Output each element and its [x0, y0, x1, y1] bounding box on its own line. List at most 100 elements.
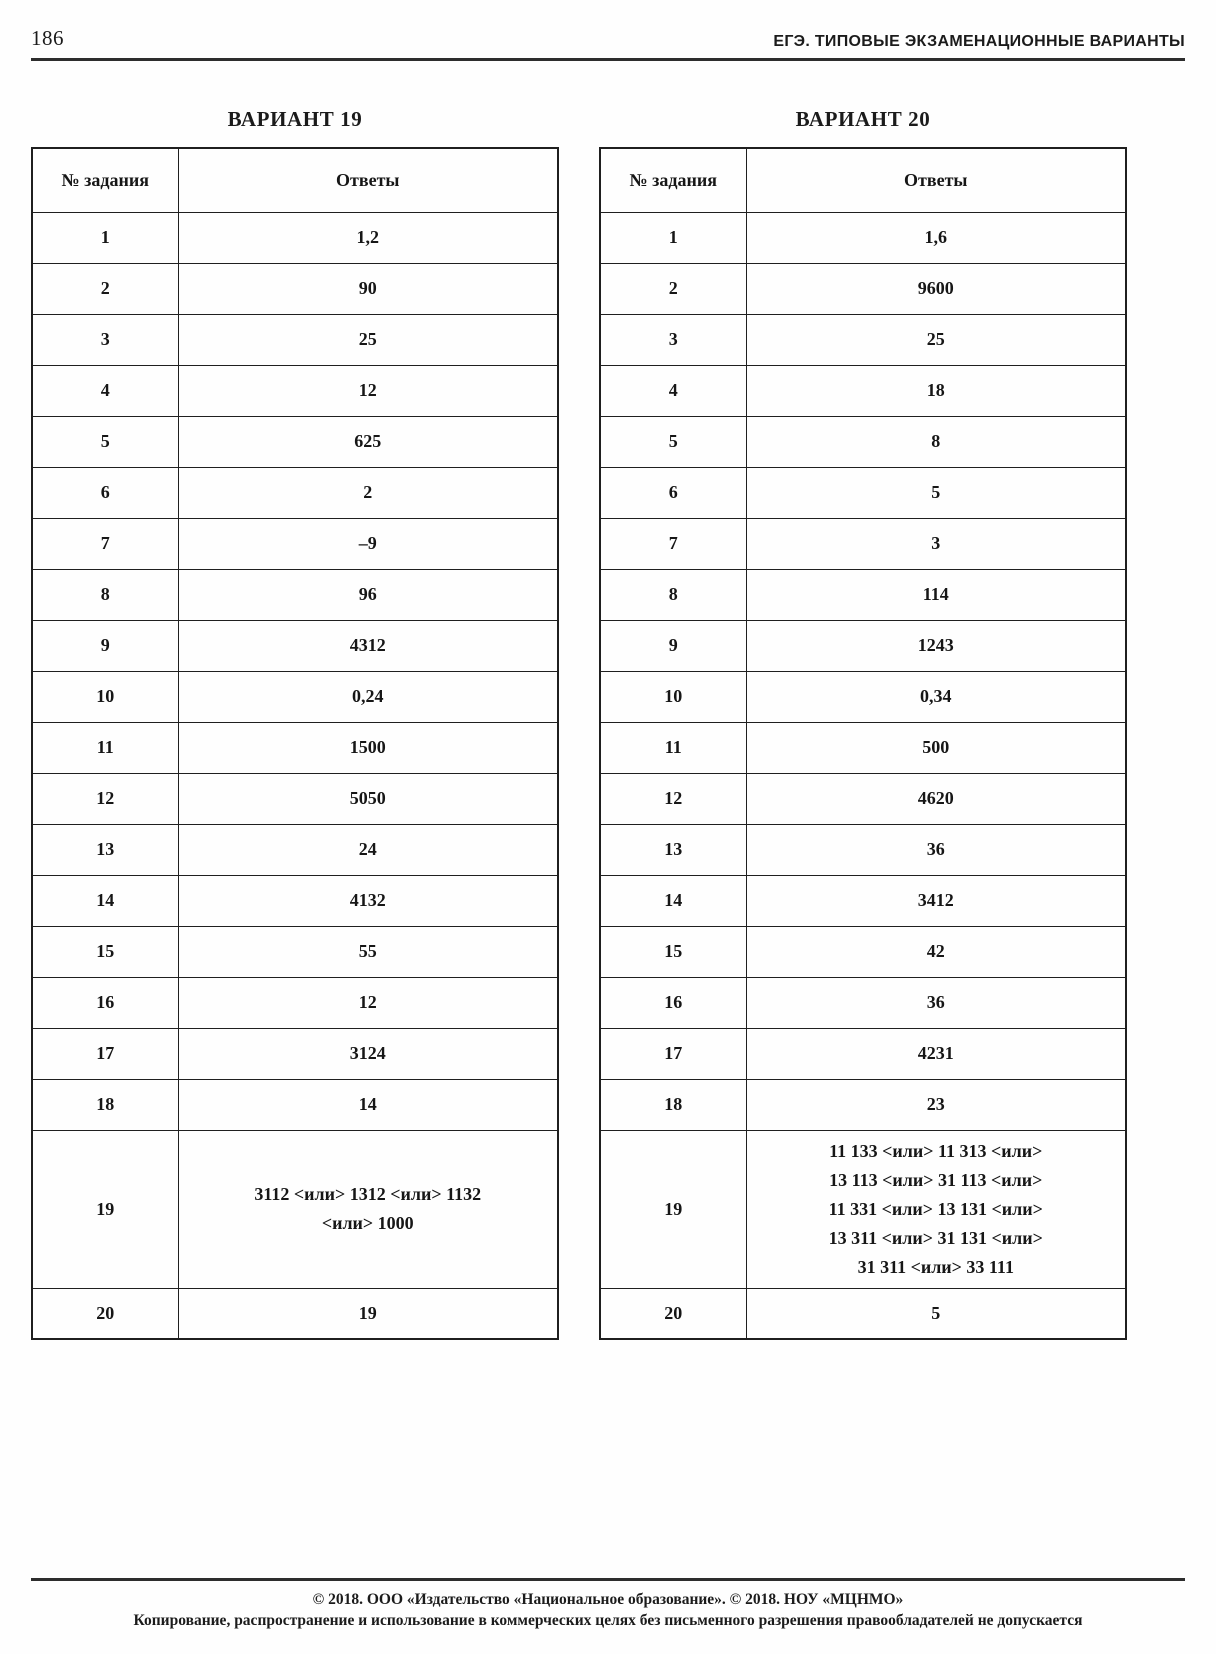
table-row: 19 3112 <или> 1312 <или> 1132 <или> 1000: [31, 1129, 559, 1289]
table-row: 4 18: [599, 364, 1127, 417]
answer-cell: 2: [177, 466, 559, 519]
answer-cell: 5: [745, 466, 1127, 519]
answer-cell: 24: [177, 823, 559, 876]
task-number-cell: 12: [599, 772, 747, 825]
answer-cell: 3124: [177, 1027, 559, 1080]
task-number-cell: 15: [599, 925, 747, 978]
task-number-cell: 14: [31, 874, 179, 927]
answer-cell: 4231: [745, 1027, 1127, 1080]
answer-cell: 55: [177, 925, 559, 978]
table-row: 3 25: [31, 313, 559, 366]
column-header-answers: Ответы: [745, 147, 1127, 213]
table-row: 9 1243: [599, 619, 1127, 672]
table-row: 1 1,2: [31, 211, 559, 264]
table-row: 8 96: [31, 568, 559, 621]
table-row: 9 4312: [31, 619, 559, 672]
answer-cell: 3: [745, 517, 1127, 570]
task-number-cell: 19: [31, 1129, 179, 1289]
task-number-cell: 7: [31, 517, 179, 570]
task-number-cell: 12: [31, 772, 179, 825]
answer-cell: 625: [177, 415, 559, 468]
variant-20-title: ВАРИАНТ 20: [795, 107, 931, 131]
copyright-line: © 2018. ООО «Издательство «Национальное …: [312, 1591, 904, 1608]
task-number-cell: 11: [31, 721, 179, 774]
table-row: 15 55: [31, 925, 559, 978]
table-row: 16 12: [31, 976, 559, 1029]
task-number-cell: 2: [31, 262, 179, 315]
table-row: 13 36: [599, 823, 1127, 876]
table-row: 14 3412: [599, 874, 1127, 927]
answer-cell: 11 133 <или> 11 313 <или> 13 113 <или> 3…: [745, 1129, 1127, 1289]
task-number-cell: 3: [31, 313, 179, 366]
table-row: 17 3124: [31, 1027, 559, 1080]
task-number-cell: 17: [31, 1027, 179, 1080]
task-number-cell: 6: [31, 466, 179, 519]
task-number-cell: 16: [31, 976, 179, 1029]
answer-cell: 8: [745, 415, 1127, 468]
table-row: 7 –9: [31, 517, 559, 570]
answer-cell: 14: [177, 1078, 559, 1131]
table-row: 18 14: [31, 1078, 559, 1131]
answer-cell: 5: [745, 1287, 1127, 1340]
table-row: 4 12: [31, 364, 559, 417]
task-number-cell: 13: [599, 823, 747, 876]
variant-19-table: № задания Ответы 1 1,2 2 90 3 25 4 12 5 625 6 2 7 –9 8…: [31, 147, 559, 1340]
task-number-cell: 16: [599, 976, 747, 1029]
answer-cell: 114: [745, 568, 1127, 621]
table-row: 17 4231: [599, 1027, 1127, 1080]
variant-19-table-body: 1 1,2 2 90 3 25 4 12 5 625 6 2 7 –9 8 96 9 4312 10 0,24 11 15…: [31, 211, 559, 1340]
answer-cell: 42: [745, 925, 1127, 978]
answer-cell: 1,6: [745, 211, 1127, 264]
answer-cell: 36: [745, 976, 1127, 1029]
table-row: 5 625: [31, 415, 559, 468]
task-number-cell: 18: [599, 1078, 747, 1131]
table-row: 11 500: [599, 721, 1127, 774]
task-number-cell: 1: [599, 211, 747, 264]
answer-cell: 3112 <или> 1312 <или> 1132 <или> 1000: [177, 1129, 559, 1289]
answer-cell: 4620: [745, 772, 1127, 825]
answer-cell: 1243: [745, 619, 1127, 672]
task-number-cell: 7: [599, 517, 747, 570]
answer-cell: 1500: [177, 721, 559, 774]
table-row: 15 42: [599, 925, 1127, 978]
answer-cell: 5050: [177, 772, 559, 825]
table-row: 12 5050: [31, 772, 559, 825]
column-header-answers: Ответы: [177, 147, 559, 213]
task-number-cell: 9: [31, 619, 179, 672]
task-number-cell: 6: [599, 466, 747, 519]
answer-cell: 19: [177, 1287, 559, 1340]
table-row: 8 114: [599, 568, 1127, 621]
page-footer: © 2018. ООО «Издательство «Национальное …: [31, 1578, 1185, 1632]
task-number-cell: 5: [31, 415, 179, 468]
variant-19-section: ВАРИАНТ 19 № задания Ответы 1 1,2 2 90 3 25 4 1…: [31, 61, 559, 1340]
variant-20-table: № задания Ответы 1 1,6 2 9600 3 25 4 18 5 8 6 5 7 3 8 1…: [599, 147, 1127, 1340]
answer-cell: 1,2: [177, 211, 559, 264]
task-number-cell: 1: [31, 211, 179, 264]
table-row: 10 0,24: [31, 670, 559, 723]
task-number-cell: 5: [599, 415, 747, 468]
table-row: 20 19: [31, 1287, 559, 1340]
task-number-cell: 20: [31, 1287, 179, 1340]
answer-cell: 4132: [177, 874, 559, 927]
task-number-cell: 20: [599, 1287, 747, 1340]
task-number-cell: 4: [599, 364, 747, 417]
answer-cell: 25: [745, 313, 1127, 366]
page-number: 186: [31, 26, 64, 50]
table-row: 14 4132: [31, 874, 559, 927]
answer-cell: 0,24: [177, 670, 559, 723]
table-row: 2 9600: [599, 262, 1127, 315]
table-row: 11 1500: [31, 721, 559, 774]
answer-cell: 96: [177, 568, 559, 621]
answer-cell: –9: [177, 517, 559, 570]
task-number-cell: 2: [599, 262, 747, 315]
task-number-cell: 17: [599, 1027, 747, 1080]
task-number-cell: 8: [31, 568, 179, 621]
answer-cell: 12: [177, 364, 559, 417]
footer-rule: [31, 1578, 1185, 1581]
table-row: 20 5: [599, 1287, 1127, 1340]
answer-cell: 36: [745, 823, 1127, 876]
answer-cell: 9600: [745, 262, 1127, 315]
